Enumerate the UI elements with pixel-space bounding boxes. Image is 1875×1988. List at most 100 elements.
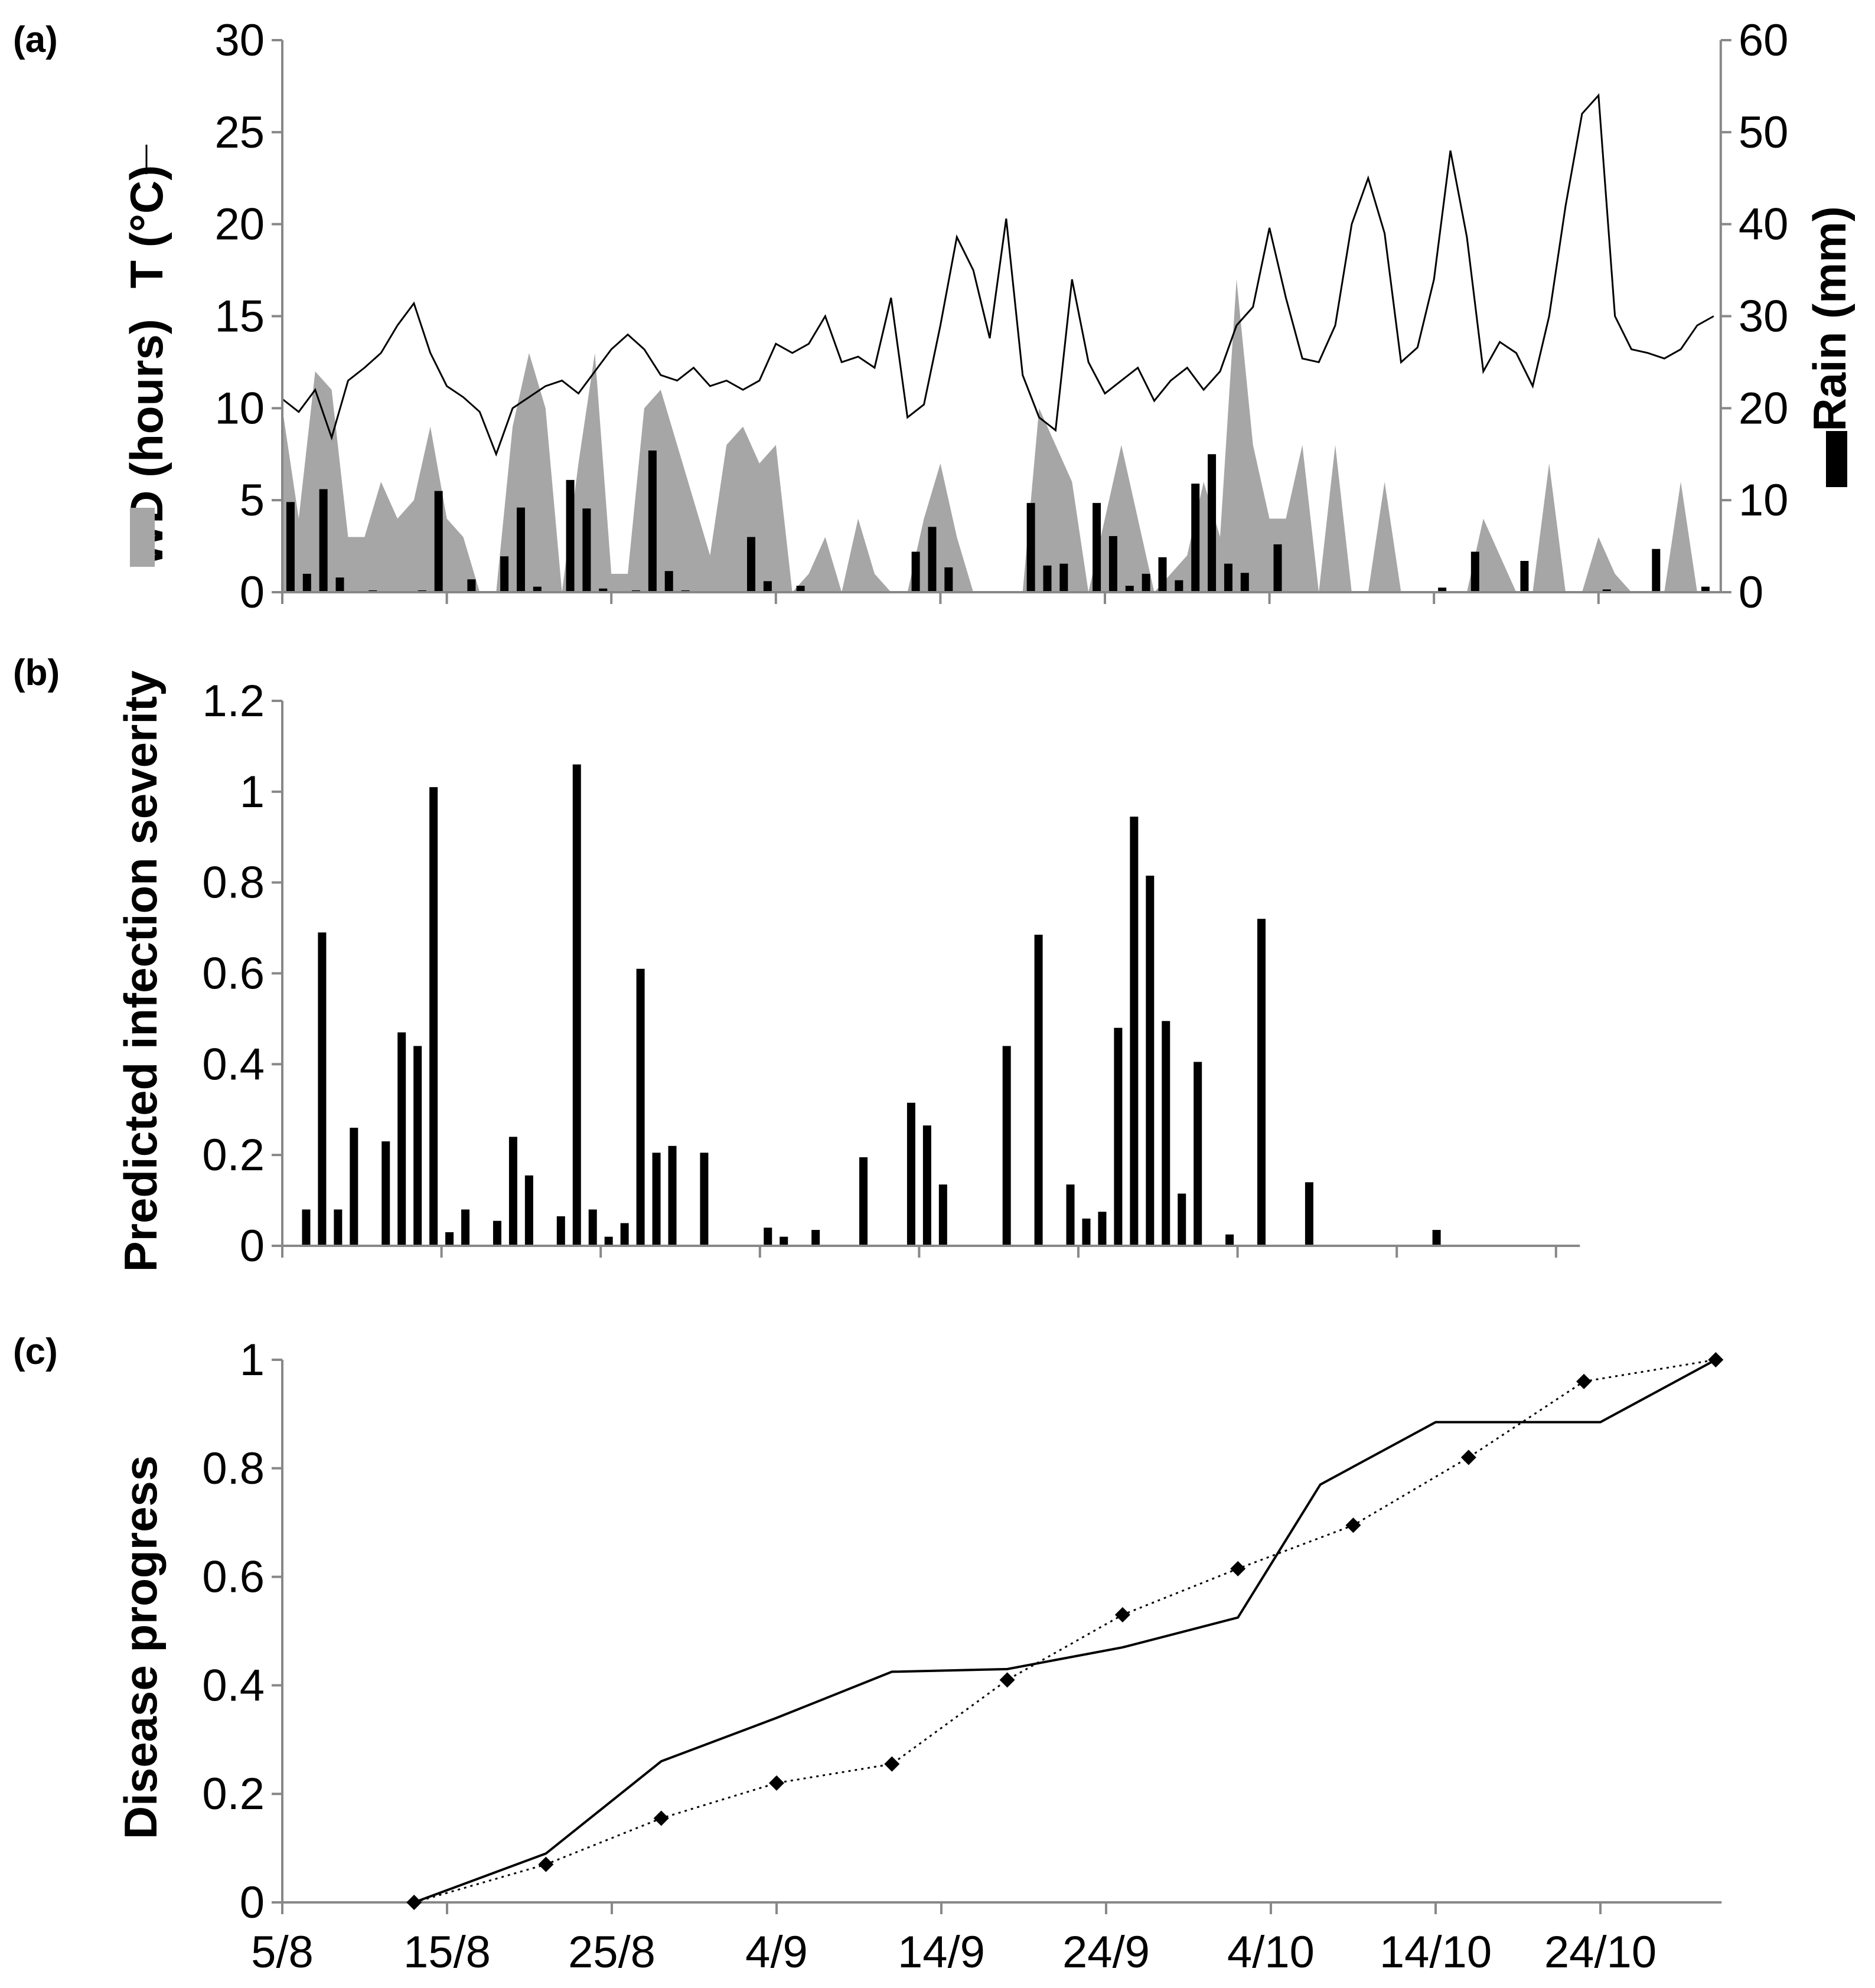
panel-c-tick-label: 0.2: [202, 1769, 265, 1819]
observed-point: [884, 1756, 900, 1772]
severity-bar: [811, 1230, 820, 1246]
panel-a-right-tick-label: 50: [1739, 107, 1789, 158]
rain-bar: [1208, 454, 1217, 592]
panel-a-left-tick-label: 0: [240, 567, 265, 618]
rain-bar: [1240, 573, 1249, 592]
rain-bar: [1175, 580, 1183, 592]
severity-bar: [1098, 1212, 1107, 1246]
severity-bar: [1257, 919, 1266, 1246]
panel-c-x-tick-label: 4/9: [745, 1927, 808, 1977]
observed-point: [1230, 1561, 1246, 1576]
rain-bar: [664, 571, 673, 592]
severity-bar: [1082, 1218, 1091, 1246]
observed-point: [1708, 1352, 1724, 1367]
severity-bar: [350, 1128, 358, 1246]
severity-bar: [859, 1157, 868, 1246]
panel-a-plot: 0 5 10 15 20 25 30 0 10 20 30 40 50 60: [214, 15, 1788, 618]
rain-bar: [533, 586, 542, 592]
severity-bar: [1432, 1230, 1441, 1246]
rain-bar: [1224, 563, 1232, 592]
severity-bar: [764, 1228, 772, 1246]
observed-point: [1460, 1450, 1476, 1465]
rain-bar: [467, 579, 476, 592]
rain-bar: [1125, 586, 1134, 592]
panel-b-label: (b): [13, 652, 60, 693]
rain-bar: [1093, 502, 1101, 592]
panel-c-label: (c): [13, 1331, 58, 1372]
panel-a-left-tick-label: 5: [240, 475, 265, 525]
panel-a-right-tick-label: 20: [1739, 383, 1789, 433]
severity-bar: [588, 1209, 597, 1246]
rain-bar: [747, 537, 756, 592]
panel-a-right-tick-label: 40: [1739, 200, 1789, 250]
rain-bar: [1026, 502, 1035, 592]
rain-bar: [1273, 544, 1282, 592]
temp-label: T (°C): [120, 165, 172, 289]
severity-bar: [1162, 1021, 1170, 1246]
rain-bar: [911, 551, 920, 592]
panel-b-ylabel: Predicted infection severity: [115, 671, 167, 1272]
severity-bar: [429, 787, 438, 1246]
severity-bar: [556, 1216, 565, 1246]
severity-bar: [445, 1232, 454, 1246]
rain-bar: [928, 527, 937, 592]
rain-bar: [1158, 557, 1167, 592]
panel-a-left-tick-label: 10: [214, 383, 265, 433]
panel-a-left-ylabel: WD (hours) T (°C): [120, 165, 172, 567]
observed-point: [538, 1856, 554, 1872]
panel-a-right-tick-label: 0: [1739, 567, 1763, 618]
panel-c-tick-label: 0.6: [202, 1552, 265, 1602]
rain-bar: [500, 556, 509, 592]
rain-bar: [1191, 484, 1200, 592]
panel-c-x-tick-label: 25/8: [568, 1927, 656, 1977]
panel-c-x-tick-label: 24/9: [1062, 1927, 1150, 1977]
panel-a-left-tick-label: 30: [214, 15, 265, 66]
severity-bar: [1146, 876, 1155, 1246]
rain-bar: [796, 586, 805, 592]
panel-b-tick-label: 0.2: [202, 1130, 265, 1180]
severity-bar: [938, 1184, 947, 1246]
rain-bar: [582, 508, 591, 592]
severity-bar: [1130, 817, 1139, 1246]
rain-bar: [944, 567, 953, 592]
panel-a-right-tick-label: 30: [1739, 292, 1789, 342]
severity-bar: [1066, 1184, 1075, 1246]
rain-legend-swatch: [1826, 431, 1847, 487]
severity-bar: [1194, 1062, 1202, 1246]
panel-a-right-tick-label: 60: [1739, 15, 1789, 66]
rain-bar: [1652, 549, 1661, 592]
rain-bar: [286, 502, 295, 592]
observed-point: [406, 1895, 422, 1910]
rain-bar: [1602, 589, 1611, 592]
severity-bar: [524, 1175, 533, 1246]
severity-bar: [1225, 1234, 1234, 1246]
rain-bar: [1470, 551, 1479, 592]
severity-bar: [302, 1209, 311, 1246]
observed-point: [769, 1775, 784, 1791]
severity-bar: [318, 932, 327, 1246]
rain-bar: [434, 491, 443, 592]
panel-b: (b) Predicted infection severity 0 0.2 0.4…: [13, 652, 1580, 1272]
panel-a: (a) WD (hours) T (°C) Rain (mm) 0 5 10 15 20…: [13, 15, 1856, 618]
severity-bar: [1034, 935, 1043, 1246]
panel-a-right-tick-label: 10: [1739, 475, 1789, 525]
panel-b-tick-label: 0.6: [202, 949, 265, 999]
severity-bar: [334, 1209, 343, 1246]
observed-point: [1576, 1373, 1592, 1389]
severity-bar: [906, 1102, 915, 1246]
panel-c-tick-label: 1: [240, 1335, 265, 1385]
panel-c-x-tick-label: 5/8: [251, 1927, 314, 1977]
severity-bar: [461, 1209, 470, 1246]
severity-bar: [620, 1223, 629, 1246]
severity-bar: [413, 1046, 422, 1246]
predicted-progress-line: [413, 1359, 1717, 1904]
wd-area: [282, 279, 1714, 593]
panel-c-x-tick-label: 4/10: [1227, 1927, 1315, 1977]
rain-bar: [302, 573, 311, 592]
severity-bar: [922, 1125, 931, 1246]
panel-b-tick-label: 0.4: [202, 1039, 265, 1089]
rain-bar: [1142, 573, 1150, 592]
rain-bar: [1520, 561, 1529, 592]
rain-bar: [648, 451, 657, 592]
